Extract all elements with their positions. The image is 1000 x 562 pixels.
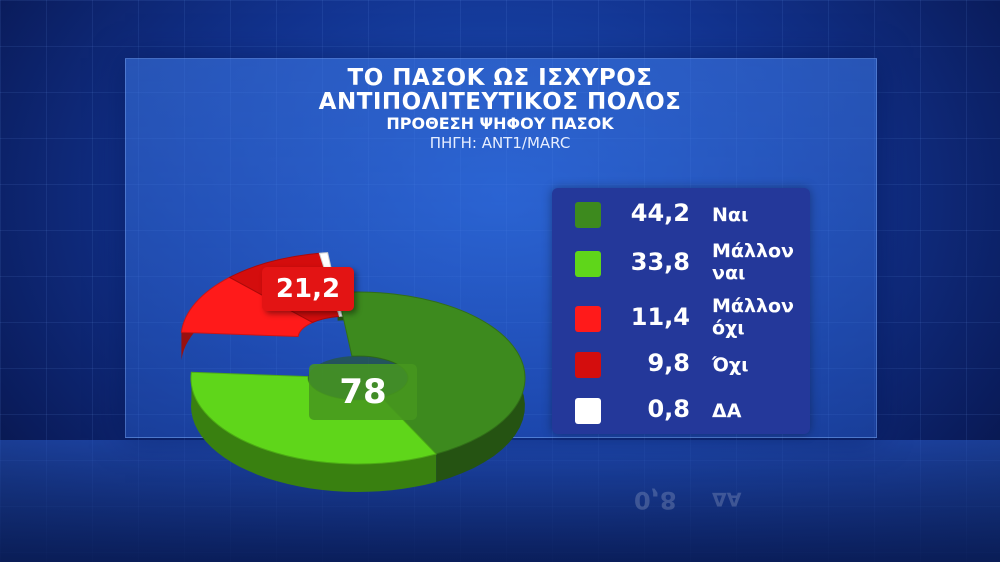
callout-positive: 78 [309, 364, 417, 420]
legend-item-nai: 44,2 Ναι [552, 191, 810, 235]
pie-slice [180, 276, 314, 338]
reflection-label: ΔΑ [712, 488, 742, 510]
legend-label-line1: Μάλλον [712, 240, 795, 262]
legend-label-line2: ναι [712, 262, 746, 284]
reflection-value: 0,8 [634, 486, 677, 514]
legend-label: Όχι [712, 354, 749, 376]
legend-swatch [575, 352, 601, 378]
chart-subtitle: ΠΡΟΘΕΣΗ ΨΗΦΟΥ ΠΑΣΟΚ [386, 114, 614, 133]
pie-slice-side [191, 372, 437, 492]
legend-reflection: 0,8 ΔΑ [552, 478, 810, 518]
legend-item-da: 0,8 ΔΑ [552, 389, 810, 433]
legend-item-mallon-ohi: 11,4 Μάλλον όχι [552, 295, 810, 342]
legend-value: 11,4 [630, 303, 690, 331]
legend-swatch [575, 398, 601, 424]
legend: 44,2 Ναι 33,8 Μάλλον ναι 11,4 Μάλλον όχι… [552, 188, 810, 434]
legend-item-ohi: 9,8 Όχι [552, 343, 810, 387]
background-floor [0, 440, 1000, 562]
legend-swatch [575, 202, 601, 228]
chart-title-line1: ΤΟ ΠΑΣΟΚ ΩΣ ΙΣΧΥΡΟΣ [347, 65, 653, 91]
callout-positive-value: 78 [339, 372, 387, 412]
legend-label: ΔΑ [712, 400, 742, 422]
chart-title-line2: ΑΝΤΙΠΟΛΙΤΕΥΤΙΚΟΣ ΠΟΛΟΣ [318, 89, 682, 115]
callout-negative-value: 21,2 [275, 274, 341, 304]
legend-item-mallon-nai: 33,8 Μάλλον ναι [552, 240, 810, 287]
legend-value: 33,8 [630, 248, 690, 276]
chart-titles: ΤΟ ΠΑΣΟΚ ΩΣ ΙΣΧΥΡΟΣ ΑΝΤΙΠΟΛΙΤΕΥΤΙΚΟΣ ΠΟΛ… [125, 60, 875, 153]
legend-label: Ναι [712, 204, 749, 226]
chart-source: ΠΗΓΗ: ΑΝΤ1/MARC [429, 134, 571, 152]
legend-label: Μάλλον όχι [712, 295, 808, 339]
legend-label-line2: όχι [712, 317, 745, 339]
legend-value: 0,8 [647, 395, 690, 423]
legend-value: 44,2 [630, 199, 690, 227]
legend-value: 9,8 [647, 349, 690, 377]
legend-swatch [575, 306, 601, 332]
legend-label: Μάλλον ναι [712, 240, 808, 284]
legend-swatch [575, 251, 601, 277]
legend-label-line1: Μάλλον [712, 295, 795, 317]
callout-negative: 21,2 [262, 267, 354, 311]
